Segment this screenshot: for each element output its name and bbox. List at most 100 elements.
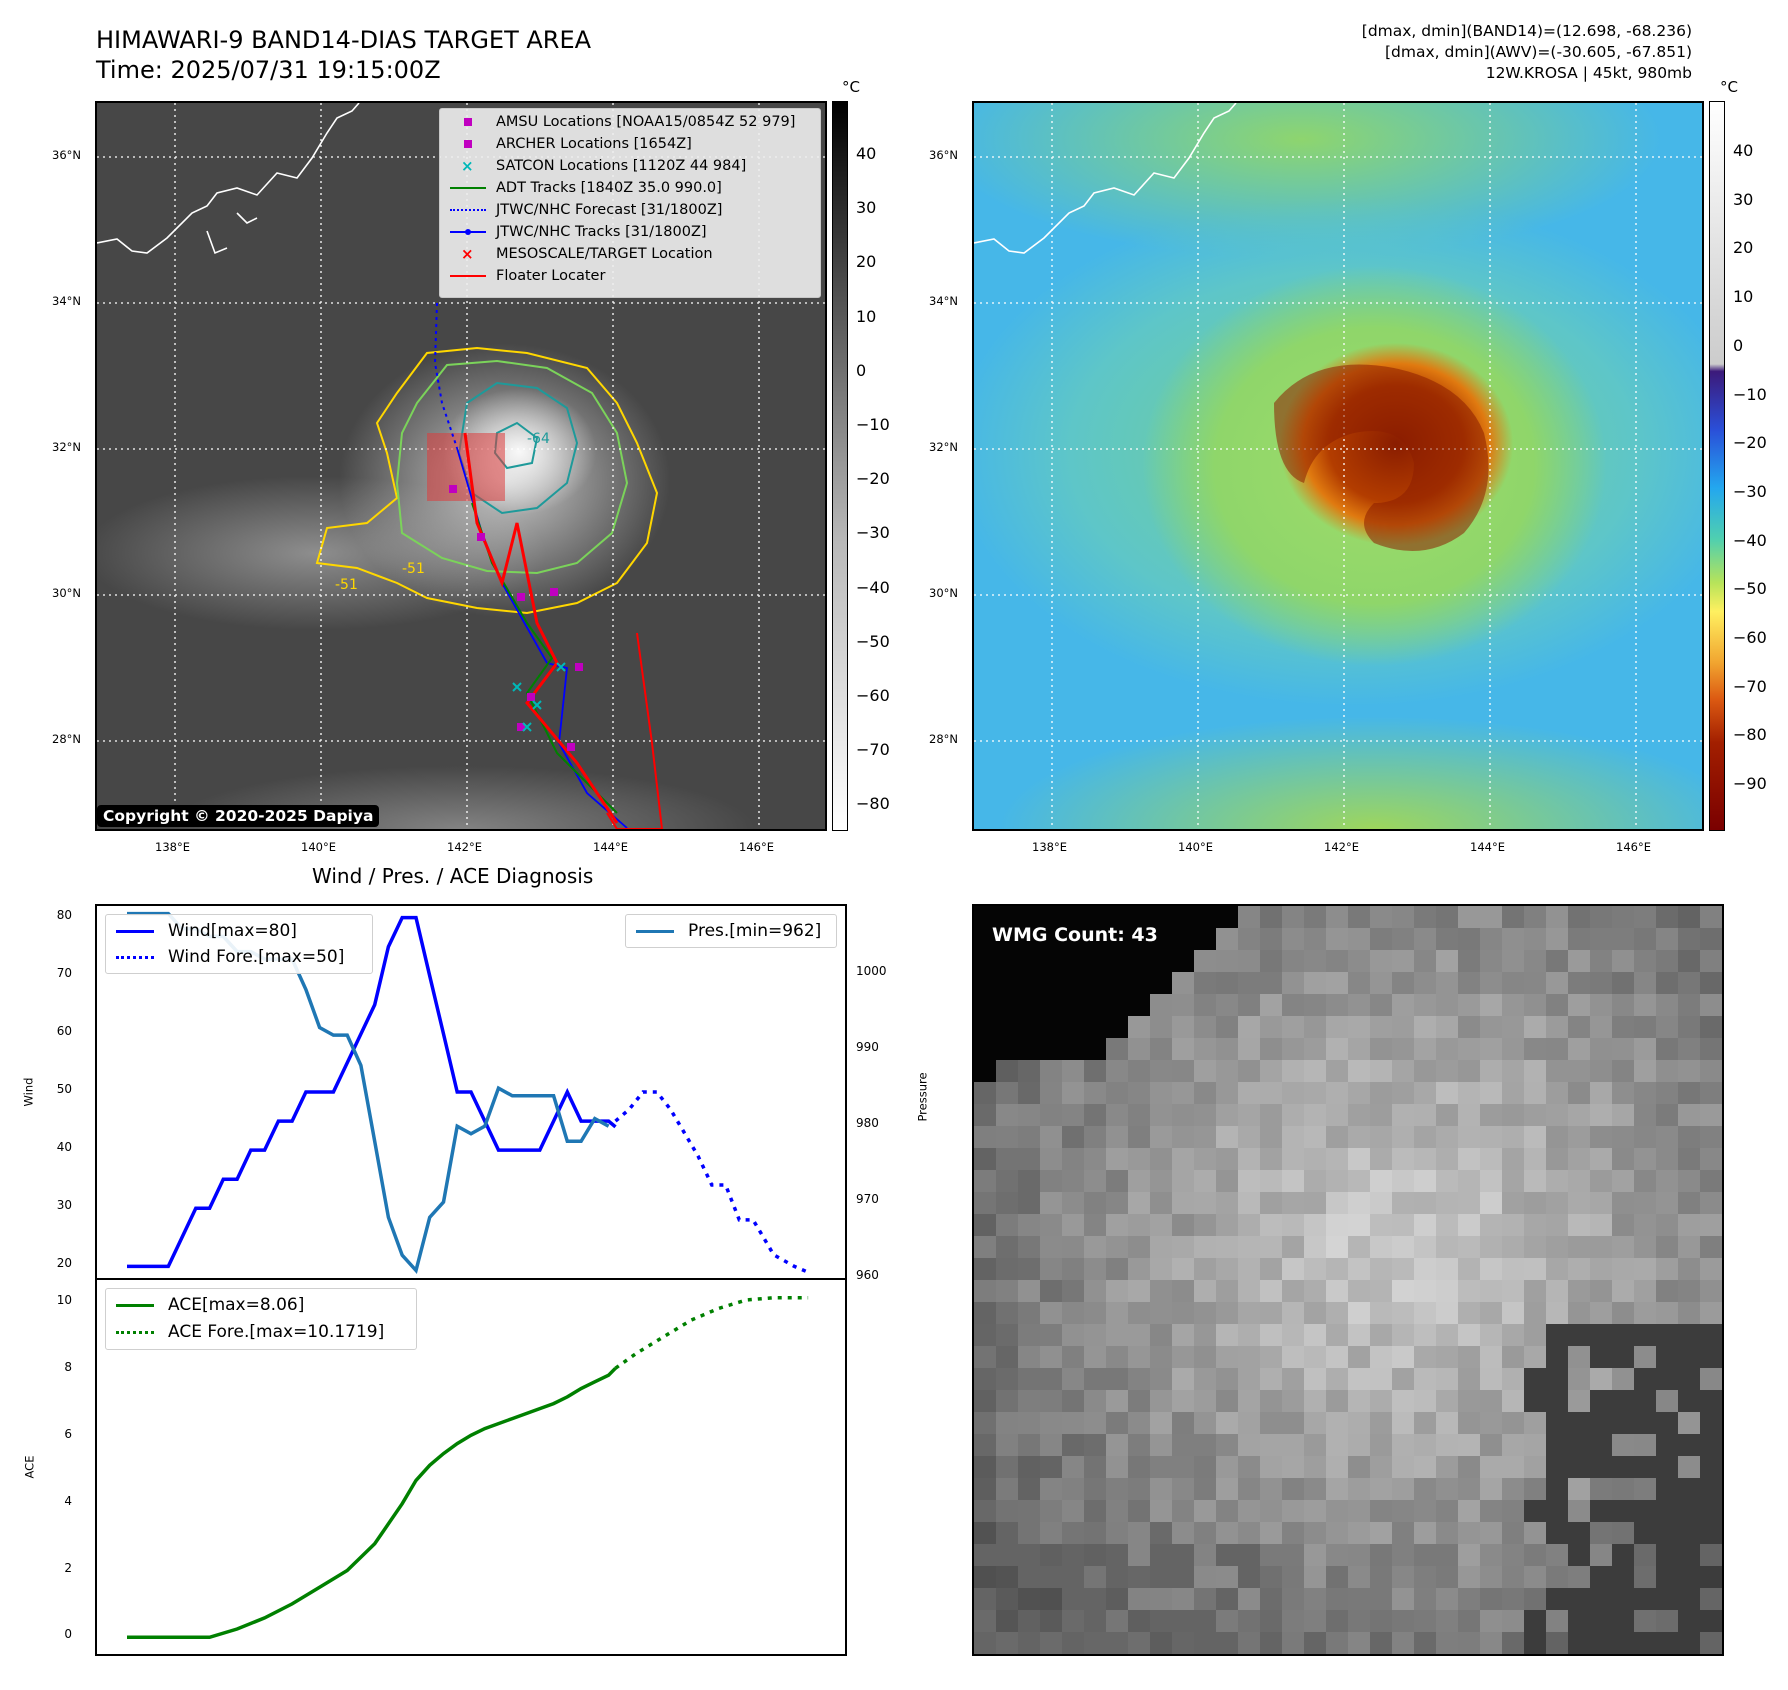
wmg-cell (1062, 1522, 1085, 1545)
wmg-cell (1480, 1302, 1503, 1325)
wmg-cell (1458, 1016, 1481, 1039)
wmg-cell (1678, 1434, 1701, 1457)
wmg-cell (1260, 1258, 1283, 1281)
wmg-cell (1194, 1126, 1217, 1149)
wmg-cell (1348, 1434, 1371, 1457)
wmg-cell (1568, 1082, 1591, 1105)
wmg-cell (1128, 1082, 1151, 1105)
wmg-cell (1392, 1038, 1415, 1061)
wmg-cell (1348, 1148, 1371, 1171)
wmg-cell (1128, 1060, 1151, 1083)
jtwc-forecast-track (433, 302, 458, 449)
wmg-cell (1128, 1192, 1151, 1215)
legend-jtwc-tracks: JTWC/NHC Tracks [31/1800Z] (496, 224, 707, 240)
wmg-cell (1524, 928, 1547, 951)
awv-gridlines (974, 103, 1702, 829)
wmg-cell (1216, 1346, 1239, 1369)
wmg-cell (1150, 1566, 1173, 1589)
wmg-cell (1480, 1390, 1503, 1413)
wmg-cell (1634, 1434, 1657, 1457)
wmg-cell (974, 928, 997, 951)
wmg-cell (1194, 1170, 1217, 1193)
wmg-cell (1062, 1478, 1085, 1501)
wmg-cell (1436, 1544, 1459, 1567)
wmg-cell (1062, 906, 1085, 929)
awv-coastline (974, 103, 1237, 254)
ace-legend: ACE[max=8.06] ACE Fore.[max=10.1719] (105, 1288, 417, 1350)
wmg-cell (1238, 1060, 1261, 1083)
wmg-cell (1656, 1522, 1679, 1545)
wmg-cell (1414, 1126, 1437, 1149)
wmg-cell (1106, 1126, 1129, 1149)
wmg-cell (1524, 1632, 1547, 1654)
wmg-cell (1480, 1192, 1503, 1215)
wmg-cell (1062, 1060, 1085, 1083)
wmg-cell (1062, 1280, 1085, 1303)
wmg-cell (1568, 1544, 1591, 1567)
legend-amsu: AMSU Locations [NOAA15/0854Z 52 979] (496, 114, 796, 130)
wmg-cell (1348, 1192, 1371, 1215)
wmg-cell (1238, 972, 1261, 995)
wmg-cell (1612, 1192, 1635, 1215)
wmg-cell (1612, 1346, 1635, 1369)
wmg-cell (1414, 950, 1437, 973)
wmg-cell (1128, 1522, 1151, 1545)
wmg-cell (1700, 1038, 1722, 1061)
wmg-cell (1700, 1236, 1722, 1259)
wmg-cell (1502, 1236, 1525, 1259)
wmg-cell (1282, 1280, 1305, 1303)
wmg-cell (1216, 906, 1239, 929)
wmg-cell (1062, 994, 1085, 1017)
awv-lat-label-28n: 28°N (929, 732, 958, 746)
contour-label-3: -51 (402, 561, 425, 577)
awv-colorbar-tick: 30 (1733, 189, 1754, 209)
wmg-cell (1040, 1258, 1063, 1281)
wmg-cell (1370, 1566, 1393, 1589)
wmg-cell (1194, 1632, 1217, 1654)
wmg-cell (1216, 1522, 1239, 1545)
wmg-cell (1084, 1412, 1107, 1435)
wmg-cell (1326, 1610, 1349, 1633)
wmg-cell (1216, 1302, 1239, 1325)
wmg-cell (1700, 1500, 1722, 1523)
wmg-cell (1612, 1566, 1635, 1589)
wmg-cell (1260, 1566, 1283, 1589)
wmg-cell (1018, 1522, 1041, 1545)
wmg-cell (1568, 1126, 1591, 1149)
wmg-cell (996, 1104, 1019, 1127)
wmg-cell (1458, 1192, 1481, 1215)
wmg-cell (1304, 928, 1327, 951)
wmg-cell (1260, 1126, 1283, 1149)
wmg-cell (1238, 1412, 1261, 1435)
wmg-cell (1128, 1038, 1151, 1061)
wmg-cell (1414, 1060, 1437, 1083)
wmg-cell (1656, 1060, 1679, 1083)
wmg-cell (1282, 1478, 1305, 1501)
wmg-cell (1370, 906, 1393, 929)
wmg-cell (1458, 1258, 1481, 1281)
wmg-cell (1392, 1500, 1415, 1523)
wmg-cell (1106, 928, 1129, 951)
wmg-cell (1502, 1192, 1525, 1215)
wmg-cell (974, 1126, 997, 1149)
wmg-cell (1194, 1016, 1217, 1039)
wmg-cell (1700, 1478, 1722, 1501)
ace-tick-label: 6 (64, 1426, 72, 1441)
wmg-cell (1326, 1038, 1349, 1061)
contour-outer-yellow (315, 346, 659, 615)
wmg-cell (1106, 1478, 1129, 1501)
wmg-cell (1282, 928, 1305, 951)
wmg-cell (1326, 1104, 1349, 1127)
wmg-cell (1656, 1390, 1679, 1413)
wmg-cell (1414, 1258, 1437, 1281)
wmg-cell (1502, 1610, 1525, 1633)
wmg-cell (1502, 1324, 1525, 1347)
wmg-cell (1216, 1368, 1239, 1391)
wmg-cell (1040, 1390, 1063, 1413)
wmg-cell (1150, 1104, 1173, 1127)
wmg-cell (1414, 1478, 1437, 1501)
wmg-cell (1018, 1060, 1041, 1083)
wmg-cell (1150, 1522, 1173, 1545)
wmg-cell (1546, 1632, 1569, 1654)
diagnosis-title: Wind / Pres. / ACE Diagnosis (312, 864, 594, 888)
